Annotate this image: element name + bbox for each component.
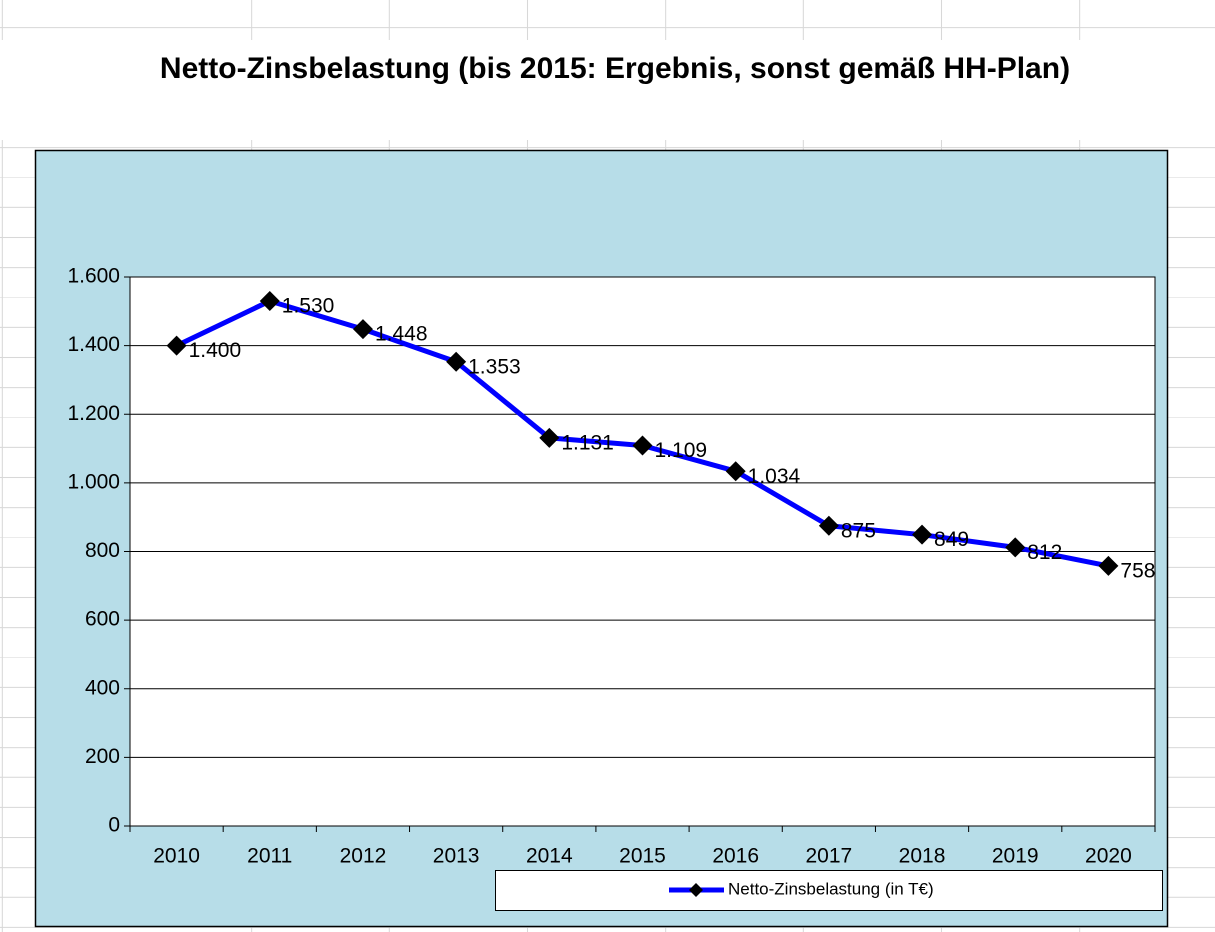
data-label: 1.109 bbox=[655, 439, 708, 462]
data-label: 1.034 bbox=[748, 465, 801, 488]
y-tick-label: 600 bbox=[85, 608, 120, 631]
y-tick-label: 800 bbox=[85, 539, 120, 562]
point-marker bbox=[352, 319, 373, 340]
data-label: 849 bbox=[934, 528, 969, 551]
y-tick-label: 400 bbox=[85, 676, 120, 699]
data-label: 1.448 bbox=[375, 323, 428, 346]
y-tick-label: 200 bbox=[85, 745, 120, 768]
data-label: 875 bbox=[841, 519, 876, 542]
y-tick-label: 1.600 bbox=[67, 265, 120, 288]
data-label: 1.353 bbox=[468, 355, 521, 378]
legend-label: Netto-Zinsbelastung (in T€) bbox=[728, 879, 934, 898]
y-tick-label: 0 bbox=[108, 814, 120, 837]
grid: 0 200 400 600 800 1.000 1.200 1.400 1.600 2010 201… bbox=[67, 265, 1156, 868]
point-marker bbox=[818, 515, 839, 536]
title-cell bbox=[0, 40, 1215, 140]
legend bbox=[495, 870, 1163, 911]
data-label: 812 bbox=[1027, 541, 1062, 564]
data-label: 1.131 bbox=[561, 431, 614, 454]
y-tick-label: 1.000 bbox=[67, 470, 120, 493]
x-tick-label: 2010 bbox=[153, 845, 200, 868]
y-tick-label: 1.200 bbox=[67, 402, 120, 425]
data-label: 758 bbox=[1120, 559, 1155, 582]
legend-marker bbox=[689, 883, 703, 897]
y-tick-label: 1.400 bbox=[67, 333, 120, 356]
point-marker bbox=[725, 461, 746, 482]
x-tick-label: 2016 bbox=[712, 845, 759, 868]
x-tick-label: 2014 bbox=[526, 845, 573, 868]
x-tick-label: 2012 bbox=[340, 845, 387, 868]
data-label: 1.400 bbox=[189, 339, 242, 362]
x-tick-label: 2015 bbox=[619, 845, 666, 868]
point-marker bbox=[446, 351, 467, 372]
x-tick-label: 2020 bbox=[1085, 845, 1132, 868]
x-tick-label: 2019 bbox=[992, 845, 1039, 868]
x-tick-label: 2017 bbox=[806, 845, 853, 868]
chart-title: Netto-Zinsbelastung (bis 2015: Ergebnis,… bbox=[160, 52, 1070, 85]
series: 1.400 1.530 1.448 1.353 1.131 1.109 1.034 875 84… bbox=[166, 291, 1155, 582]
point-marker bbox=[1005, 537, 1026, 558]
data-label: 1.530 bbox=[282, 295, 335, 318]
x-tick-label: 2018 bbox=[899, 845, 946, 868]
point-marker bbox=[259, 291, 280, 312]
point-marker bbox=[539, 427, 560, 448]
point-marker bbox=[166, 335, 187, 356]
x-tick-label: 2011 bbox=[247, 845, 292, 868]
point-marker bbox=[1098, 555, 1119, 576]
x-tick-label: 2013 bbox=[433, 845, 480, 868]
point-marker bbox=[632, 435, 653, 456]
point-marker bbox=[912, 524, 933, 545]
